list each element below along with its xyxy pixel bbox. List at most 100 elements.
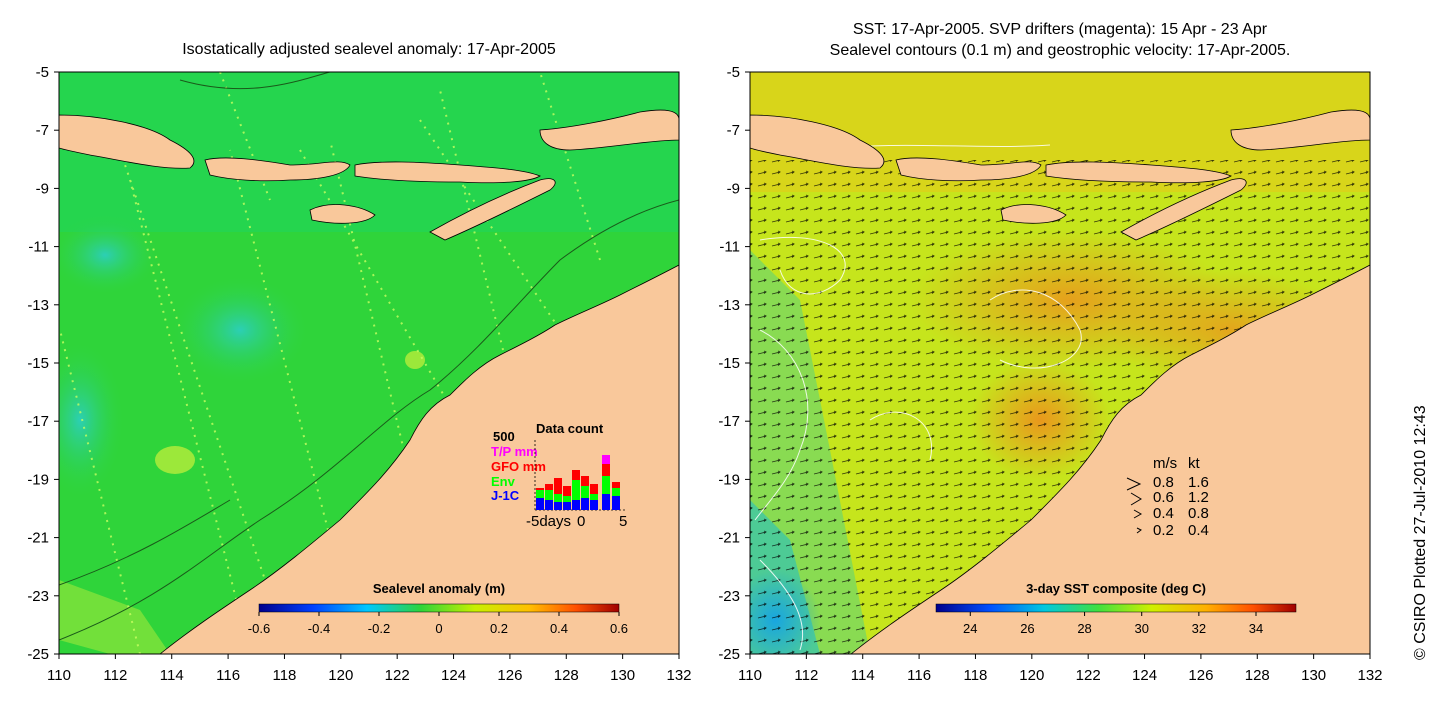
sla-land-north-islands xyxy=(539,109,679,151)
sst-y-tick-label: -17 xyxy=(718,413,740,430)
sla-colorbar-tick-label: 0 xyxy=(435,621,442,636)
sst-y-tick-label: -11 xyxy=(719,239,740,256)
sst-land-flores xyxy=(1045,161,1232,184)
bar-5-j1c xyxy=(572,500,580,510)
sst-y-tick-label: -23 xyxy=(718,588,740,605)
legend-gfo: GFO mm xyxy=(491,459,546,474)
sst-colorbar-ticks: 24 26 28 30 32 34 xyxy=(963,612,1263,636)
velocity-legend-header-ms: m/s xyxy=(1153,455,1177,472)
velocity-row-3-kt: 0.4 xyxy=(1188,522,1209,539)
bar-7-j1c xyxy=(590,500,598,510)
bar-5-env xyxy=(572,480,580,500)
sla-y-tick-label: -13 xyxy=(27,297,49,314)
sst-y-tick-label: -9 xyxy=(727,180,740,197)
sla-y-tick-label: -23 xyxy=(27,588,49,605)
sst-land-timor xyxy=(1120,178,1247,241)
bar-5-gfo xyxy=(572,470,580,480)
velocity-row-2-ms: 0.4 xyxy=(1153,505,1174,522)
velocity-legend-header-kt: kt xyxy=(1188,455,1201,472)
bar-9-gfo xyxy=(612,482,620,488)
velocity-row-0-kt: 1.6 xyxy=(1188,474,1209,491)
sla-x-tick-label: 124 xyxy=(441,667,466,684)
bar-8-tp xyxy=(602,455,610,464)
left-panel-title: Isostatically adjusted sealevel anomaly:… xyxy=(182,41,556,58)
sla-colorbar: Sealevel anomaly (m) -0.6 -0.4 -0.2 0 0.2 0.4… xyxy=(248,581,628,636)
sla-colorbar-label: Sealevel anomaly (m) xyxy=(373,581,505,596)
sst-y-tick-label: -15 xyxy=(718,355,740,372)
bar-1-j1c xyxy=(536,498,544,510)
data-count-xlabel-start: -5days xyxy=(526,513,571,530)
sst-colorbar-tick-label: 28 xyxy=(1077,621,1091,636)
sla-y-tick-label: -11 xyxy=(28,239,49,256)
bar-6-env xyxy=(581,486,589,498)
sst-y-tick-label: -7 xyxy=(727,122,740,139)
bar-7-env xyxy=(590,494,598,500)
sst-x-tick-label: 112 xyxy=(794,667,818,684)
sst-colorbar-tick-label: 26 xyxy=(1020,621,1034,636)
sla-yellow-patch xyxy=(59,580,170,654)
sla-x-tick-label: 130 xyxy=(610,667,635,684)
right-panel-title-line2: Sealevel contours (0.1 m) and geostrophi… xyxy=(829,42,1291,59)
sst-land-australia xyxy=(850,264,1370,654)
velocity-legend: m/s kt 0.8 1.6 0.6 1.2 0.4 0.8 0.2 0.4 xyxy=(1126,455,1209,539)
sst-colorbar-label: 3-day SST composite (deg C) xyxy=(1026,581,1206,596)
velocity-row-2-kt: 0.8 xyxy=(1188,505,1209,522)
bar-3-gfo xyxy=(554,478,562,494)
sst-y-tick-label: -25 xyxy=(718,646,740,663)
sst-colorbar-tick-label: 30 xyxy=(1134,621,1148,636)
sla-colorbar-tick-label: -0.2 xyxy=(368,621,390,636)
sla-low-central xyxy=(170,275,310,385)
bar-1-gfo xyxy=(536,488,544,490)
sla-y-tick-label: -17 xyxy=(27,413,49,430)
sst-y-tick-label: -13 xyxy=(718,297,740,314)
data-count-max-label: 500 xyxy=(493,429,515,444)
data-count-bars xyxy=(536,455,620,510)
sst-colorbar-gradient xyxy=(935,603,1297,613)
sla-map xyxy=(59,72,679,654)
sst-x-tick-label: 120 xyxy=(1019,667,1044,684)
sst-x-tick-label: 116 xyxy=(907,667,931,684)
data-count-xlabel-end: 5 xyxy=(619,513,627,530)
sla-land-sumba xyxy=(309,204,376,224)
sla-x-tick-label: 114 xyxy=(160,667,184,684)
sla-contours xyxy=(59,72,679,641)
sla-y-tick-label: -15 xyxy=(27,355,49,372)
sst-colorbar: 3-day SST composite (deg C) 24 26 28 30 32 34 xyxy=(935,581,1297,636)
bar-2-gfo xyxy=(545,484,553,490)
sla-high-spot2 xyxy=(405,351,425,369)
sla-y-tick-label: -9 xyxy=(36,180,49,197)
sst-x-tick-label: 114 xyxy=(851,667,875,684)
sla-land-lombok-sumbawa xyxy=(204,157,351,182)
sla-x-tick-label: 120 xyxy=(328,667,353,684)
sla-y-tick-label: -5 xyxy=(36,64,49,81)
data-count-xlabel-mid: 0 xyxy=(577,513,585,530)
legend-env: Env xyxy=(491,474,516,489)
sla-colorbar-tick-label: 0.4 xyxy=(550,621,568,636)
sst-x-tick-label: 132 xyxy=(1357,667,1382,684)
sla-low-southwest xyxy=(59,340,125,500)
bar-4-env xyxy=(563,496,571,502)
sla-x-tick-label: 110 xyxy=(47,667,71,684)
sla-land-flores xyxy=(354,161,541,184)
sla-land-australia xyxy=(159,264,679,654)
bar-9-j1c xyxy=(612,496,620,510)
sla-colorbar-tick-label: -0.4 xyxy=(308,621,330,636)
sst-y-tick-label: -19 xyxy=(718,471,740,488)
data-count-inset: Data count 500 T/P mm GFO mm Env J-1C -5… xyxy=(491,421,627,530)
sst-land-java xyxy=(750,114,885,169)
sst-x-tick-label: 124 xyxy=(1132,667,1157,684)
sla-y-tick-label: -21 xyxy=(27,530,49,547)
sst-colorbar-tick-label: 34 xyxy=(1249,621,1263,636)
sst-x-tick-label: 118 xyxy=(963,667,987,684)
legend-j1c: J-1C xyxy=(491,488,520,503)
copyright-notice: © CSIRO Plotted 27-Jul-2010 12:43 xyxy=(1412,405,1429,660)
sst-land-sumba xyxy=(1000,204,1067,224)
sst-x-tick-label: 130 xyxy=(1301,667,1326,684)
sla-x-tick-label: 132 xyxy=(666,667,691,684)
bar-6-gfo xyxy=(581,476,589,486)
velocity-row-1-kt: 1.2 xyxy=(1188,489,1209,506)
sst-x-tick-label: 122 xyxy=(1076,667,1101,684)
velocity-row-1-ms: 0.6 xyxy=(1153,489,1174,506)
sst-land-lombok-sumbawa xyxy=(895,157,1042,182)
sla-land-java xyxy=(59,114,195,169)
